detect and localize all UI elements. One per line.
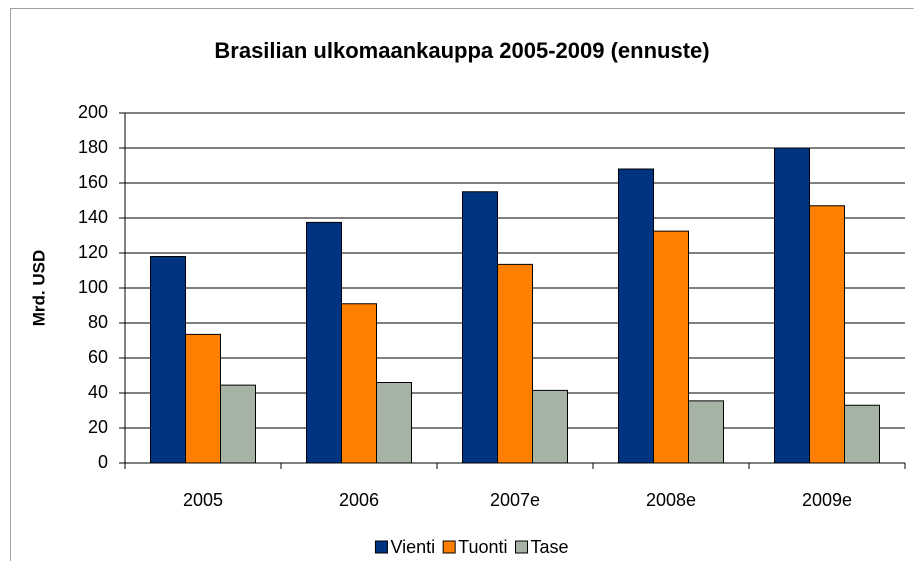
x-tick-label: 2005	[183, 490, 223, 510]
bar	[220, 384, 256, 464]
y-tick-label: 0	[98, 452, 108, 472]
x-tick-label: 2008e	[646, 490, 696, 510]
y-tick-label: 80	[88, 312, 108, 332]
bar	[150, 256, 186, 464]
y-tick-label: 60	[88, 347, 108, 367]
y-tick-label: 100	[78, 277, 108, 297]
bar	[497, 263, 533, 464]
x-tick-label: 2009e	[802, 490, 852, 510]
bar	[462, 191, 498, 464]
x-tick-label: 2007e	[490, 490, 540, 510]
y-tick-label: 40	[88, 382, 108, 402]
y-tick-label: 120	[78, 242, 108, 262]
bar	[774, 147, 810, 464]
bar	[618, 168, 654, 464]
bar	[341, 303, 377, 464]
legend-label: Tuonti	[458, 537, 507, 557]
bar	[653, 230, 689, 464]
bar	[376, 382, 412, 464]
bar	[306, 221, 342, 464]
legend-swatch	[374, 540, 388, 554]
y-tick-label: 180	[78, 137, 108, 157]
y-tick-label: 200	[78, 102, 108, 122]
chart-frame	[10, 8, 914, 561]
y-tick-label: 20	[88, 417, 108, 437]
y-axis-label: Mrd. USD	[29, 250, 48, 327]
bar	[532, 389, 568, 464]
y-tick-label: 160	[78, 172, 108, 192]
x-tick-label: 2006	[339, 490, 379, 510]
legend-swatch	[515, 540, 529, 554]
legend-swatch	[442, 540, 456, 554]
y-tick-label: 140	[78, 207, 108, 227]
legend-label: Vienti	[390, 537, 435, 557]
bar	[809, 205, 845, 464]
chart-title: Brasilian ulkomaankauppa 2005-2009 (ennu…	[214, 38, 709, 63]
bar	[688, 400, 724, 464]
bar	[185, 333, 221, 464]
bar	[844, 404, 880, 464]
legend-label: Tase	[531, 537, 569, 557]
